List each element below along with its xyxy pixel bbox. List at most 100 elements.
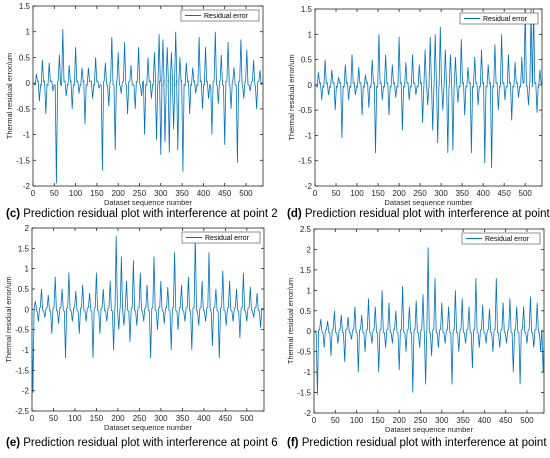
x-tick-label: 400	[476, 189, 490, 198]
y-tick-label: 1.5	[18, 244, 30, 253]
x-tick-label: 100	[68, 414, 82, 423]
x-tick-label: 300	[434, 189, 448, 198]
caption-text: Prediction residual plot with interferen…	[20, 437, 278, 449]
x-tick-label: 50	[332, 189, 341, 198]
y-tick-label: -1.5	[16, 156, 30, 165]
y-tick-label: 1	[307, 286, 312, 295]
chart-panel-1: 0 50 100 150 200 250 300 350 400 450 500 -2 -1.5 -1 -0…	[5, 2, 278, 220]
y-tick-label: -2	[22, 387, 30, 396]
series-line-residual-error	[32, 236, 264, 393]
y-tick-label: -2.5	[15, 407, 29, 416]
x-tick-label: 100	[69, 189, 83, 198]
x-tick-label: 50	[50, 189, 59, 198]
x-tick-label: 100	[350, 416, 364, 425]
y-tick-label: 1	[26, 28, 31, 37]
legend-label: Residual error	[205, 235, 250, 242]
y-tick-label: 1	[25, 265, 30, 274]
y-tick-label: -0.5	[16, 105, 30, 114]
x-tick-label: 250	[133, 414, 147, 423]
y-tick-label: 0.5	[301, 56, 313, 65]
y-tick-label: 1	[308, 30, 313, 39]
caption-letter: (c)	[6, 208, 20, 220]
x-tick-label: 350	[456, 416, 470, 425]
y-tick-label: 2	[307, 245, 312, 254]
x-tick-label: 300	[154, 414, 168, 423]
y-tick-label: -1.5	[15, 366, 29, 375]
caption-text: Prediction residual plot with interferen…	[299, 437, 550, 449]
x-axis-label: Dataset sequence number	[104, 423, 192, 432]
caption-text: Prediction residual plot with interferen…	[20, 208, 278, 220]
x-tick-label: 350	[455, 189, 469, 198]
y-tick-label: -1	[305, 131, 313, 140]
x-tick-label: 150	[371, 189, 385, 198]
y-axis-label: Thermal residual error/um	[287, 54, 296, 140]
x-tick-label: 50	[331, 416, 340, 425]
x-tick-label: 150	[90, 414, 104, 423]
legend-box	[461, 232, 541, 245]
caption-letter: (e)	[6, 437, 20, 449]
series-line-residual-error	[315, 9, 542, 169]
x-tick-label: 450	[218, 189, 232, 198]
x-tick-label: 300	[435, 416, 449, 425]
x-tick-label: 50	[49, 414, 58, 423]
y-tick-label: 0	[25, 305, 30, 314]
x-tick-label: 350	[176, 414, 190, 423]
y-tick-label: 0.5	[19, 53, 31, 62]
y-tick-label: 0.5	[18, 285, 30, 294]
x-tick-label: 400	[478, 416, 492, 425]
x-tick-label: 200	[393, 416, 407, 425]
x-tick-label: 500	[520, 416, 534, 425]
y-tick-label: -1.5	[297, 389, 311, 398]
series-line-residual-error	[33, 29, 263, 184]
y-tick-label: -2	[305, 182, 313, 191]
y-tick-label: 0	[307, 327, 312, 336]
y-tick-label: -0.5	[15, 326, 29, 335]
chart-panel-3: 0 50 100 150 200 250 300 350 400 450 500 -2.5 -2 -1.5…	[4, 224, 278, 449]
caption-text: Prediction residual plot with interferen…	[302, 208, 550, 220]
y-tick-label: -1	[23, 131, 31, 140]
y-axis-label: Thermal residual error/um	[286, 278, 295, 364]
x-tick-label: 500	[239, 189, 253, 198]
y-tick-label: 0	[26, 79, 31, 88]
x-tick-label: 0	[30, 414, 35, 423]
caption-letter: (f)	[287, 437, 299, 449]
x-axis-label: Dataset sequence number	[104, 198, 192, 207]
plot-area	[32, 5, 264, 187]
legend-box	[459, 12, 539, 25]
legend-label: Residual error	[204, 13, 249, 20]
y-tick-label: 1.5	[301, 5, 313, 14]
chart-panel-2: 0 50 100 150 200 250 300 350 400 450 500 -2 -1.5 -1 -0…	[287, 5, 550, 220]
x-tick-label: 350	[175, 189, 189, 198]
x-tick-label: 250	[414, 416, 428, 425]
legend-label: Residual error	[483, 16, 528, 23]
y-tick-label: 1.5	[300, 266, 312, 275]
x-tick-label: 200	[111, 414, 125, 423]
caption-letter: (d)	[287, 208, 302, 220]
legend-box	[180, 9, 260, 22]
y-axis-label: Thermal residual error/um	[4, 276, 13, 362]
x-tick-label: 0	[313, 189, 318, 198]
x-tick-label: 300	[154, 189, 168, 198]
x-tick-label: 150	[90, 189, 104, 198]
x-tick-label: 250	[133, 189, 147, 198]
y-tick-label: 1.5	[19, 2, 31, 11]
y-tick-label: -2	[304, 409, 312, 418]
x-tick-label: 500	[240, 414, 254, 423]
x-axis-label: Dataset sequence number	[385, 425, 473, 434]
x-tick-label: 250	[413, 189, 427, 198]
y-tick-label: 0	[308, 81, 313, 90]
x-tick-label: 0	[312, 416, 317, 425]
x-tick-label: 400	[197, 414, 211, 423]
x-tick-label: 450	[497, 189, 511, 198]
x-tick-label: 100	[350, 189, 364, 198]
series-line-residual-error	[314, 247, 544, 395]
y-tick-label: -1	[22, 346, 30, 355]
y-tick-label: 2.5	[300, 225, 312, 234]
figure-caption: (f) Prediction residual plot with interf…	[287, 437, 550, 449]
y-axis-label: Thermal residual error/um	[5, 53, 14, 139]
y-tick-label: -1	[304, 368, 312, 377]
legend-label: Residual error	[485, 236, 530, 243]
x-tick-label: 0	[31, 189, 36, 198]
x-tick-label: 200	[392, 189, 406, 198]
